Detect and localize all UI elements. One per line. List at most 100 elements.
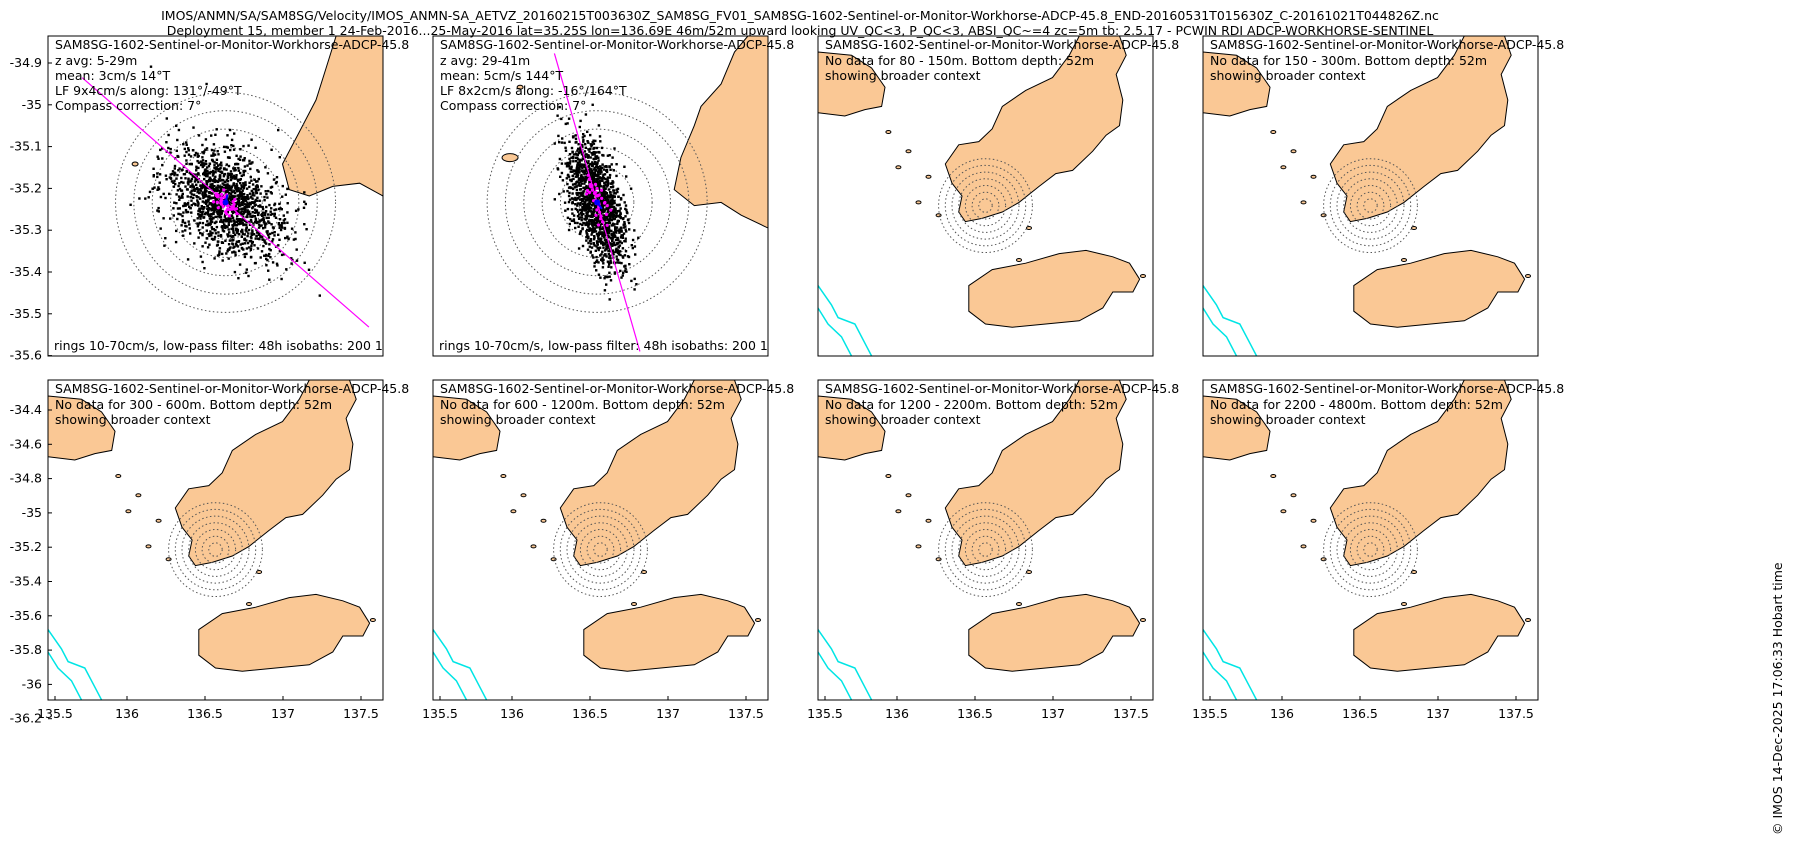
scatter-point <box>598 228 602 231</box>
scatter-point <box>591 194 595 198</box>
scatter-point <box>609 250 612 253</box>
panel-annotation: LF 8x2cm/s along: -16°/164°T <box>440 83 627 98</box>
scatter-point <box>578 192 581 195</box>
scatter-point <box>211 186 214 189</box>
scatter-point <box>608 220 611 223</box>
scatter-point <box>210 220 214 224</box>
scatter-point <box>232 209 235 212</box>
scatter-point <box>610 182 613 185</box>
scatter-point <box>202 183 205 186</box>
scatter-point <box>616 222 619 225</box>
scatter-point <box>605 192 608 195</box>
scatter-point <box>228 247 231 250</box>
scatter-point <box>237 196 241 200</box>
scatter-point <box>599 224 602 227</box>
velocity-ring <box>573 522 628 577</box>
scatter-point <box>614 248 618 252</box>
scatter-point <box>601 226 605 229</box>
scatter-point <box>603 289 607 292</box>
scatter-point <box>580 165 583 168</box>
scatter-point <box>566 216 570 219</box>
scatter-point <box>579 163 582 166</box>
scatter-point <box>631 246 634 250</box>
scatter-point <box>234 203 237 207</box>
scatter-point <box>199 217 202 220</box>
scatter-point <box>609 191 612 194</box>
scatter-point <box>591 200 594 204</box>
scatter-point <box>566 122 569 125</box>
scatter-point <box>165 178 168 181</box>
y-tick-label: -34.8 <box>10 471 42 486</box>
panel-frame <box>817 35 1154 357</box>
scatter-point <box>582 190 585 193</box>
scatter-point <box>249 239 253 243</box>
x-tick-label: 136 <box>500 706 524 721</box>
scatter-point <box>604 191 607 194</box>
x-tick-label: 136.5 <box>572 706 608 721</box>
scatter-point <box>599 172 602 175</box>
scatter-point <box>568 162 572 165</box>
land-islet <box>1270 474 1277 478</box>
scatter-point <box>598 135 602 138</box>
scatter-point <box>584 155 587 159</box>
scatter-point <box>270 223 273 226</box>
scatter-point <box>205 82 208 86</box>
scatter-point <box>614 228 617 231</box>
scatter-point <box>147 196 150 199</box>
scatter-point <box>609 279 613 282</box>
scatter-point <box>589 250 592 253</box>
land-islet <box>1320 213 1327 218</box>
scatter-point <box>215 128 218 131</box>
scatter-point <box>566 207 570 211</box>
scatter-point <box>575 188 579 192</box>
scatter-point <box>625 270 628 273</box>
scatter-point <box>192 126 195 129</box>
scatter-point <box>240 235 243 238</box>
velocity-ring <box>1363 198 1378 213</box>
scatter-point <box>579 203 582 206</box>
scatter-point <box>597 218 600 221</box>
scatter-point <box>203 212 207 216</box>
scatter-point <box>182 181 185 184</box>
scatter-point <box>602 168 606 171</box>
scatter-point <box>608 221 612 225</box>
scatter-point <box>582 165 586 168</box>
scatter-point <box>205 162 208 166</box>
scatter-point <box>602 176 606 180</box>
scatter-point <box>158 181 161 184</box>
scatter-point <box>221 220 224 223</box>
scatter-point <box>593 265 596 268</box>
scatter-point <box>608 165 611 168</box>
scatter-point <box>596 246 599 250</box>
scatter-point <box>236 209 239 213</box>
scatter-point <box>581 143 584 147</box>
scatter-point <box>612 243 616 246</box>
scatter-point <box>218 250 221 253</box>
scatter-point <box>573 172 576 175</box>
scatter-point <box>273 208 276 212</box>
scatter-point <box>560 141 564 144</box>
scatter-point <box>249 218 253 222</box>
scatter-point <box>250 138 253 141</box>
scatter-point <box>607 249 610 253</box>
scatter-point <box>224 239 227 242</box>
scatter-point <box>607 182 610 185</box>
scatter-point <box>212 189 215 192</box>
scatter-point <box>184 224 187 228</box>
scatter-point <box>229 174 233 177</box>
x-tick-label: 136 <box>1270 706 1294 721</box>
lowpass-point <box>226 207 230 211</box>
scatter-point <box>230 138 234 142</box>
scatter-point <box>587 176 590 179</box>
scatter-point <box>242 185 246 188</box>
scatter-point <box>243 219 246 222</box>
scatter-point <box>598 181 601 184</box>
scatter-point <box>216 167 219 171</box>
scatter-point <box>579 188 582 191</box>
scatter-point <box>579 179 582 182</box>
lowpass-point <box>600 188 604 192</box>
scatter-point <box>185 169 188 173</box>
scatter-point <box>611 224 615 227</box>
scatter-point <box>583 196 587 199</box>
scatter-point <box>178 207 181 210</box>
